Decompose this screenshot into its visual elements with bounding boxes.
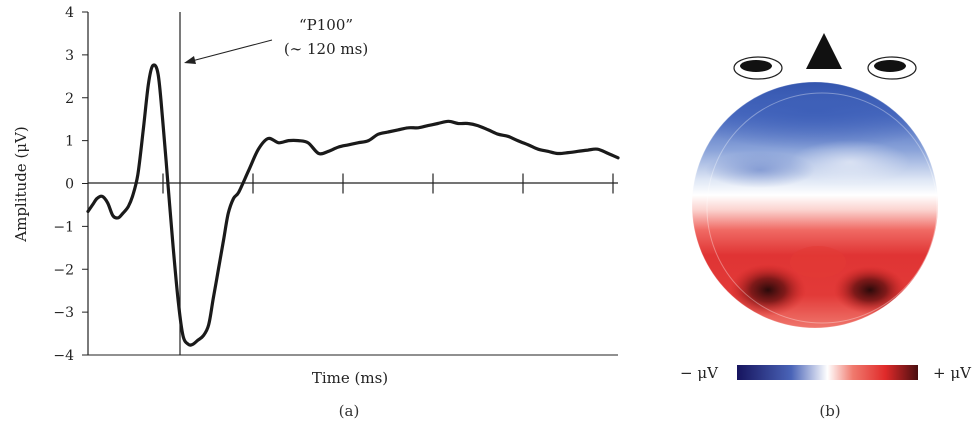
scalp-topography: − μV + μV (b) — [675, 33, 972, 420]
y-tick-label: 4 — [65, 5, 74, 21]
x-axis-title: Time (ms) — [312, 369, 388, 387]
y-tick-label: −1 — [53, 219, 74, 235]
erp-waveform-line — [88, 65, 618, 345]
y-ticks: −4 −3 −2 −1 0 1 2 3 4 — [53, 5, 88, 364]
y-tick-label: 3 — [65, 48, 74, 64]
annotation-label-p100: “P100” — [299, 16, 353, 34]
y-axis-title: Amplitude (μV) — [12, 126, 30, 242]
y-tick-label: 2 — [65, 91, 74, 107]
y-tick-label: 1 — [65, 134, 74, 150]
colorbar — [737, 365, 918, 380]
y-tick-label: −4 — [53, 348, 74, 364]
head-map — [675, 70, 955, 330]
annotation-label-latency: (∼ 120 ms) — [284, 40, 368, 58]
annotation-arrow — [188, 40, 272, 62]
y-tick-label: −2 — [53, 262, 74, 278]
panel-b-label: (b) — [819, 402, 840, 420]
left-eye-icon — [734, 57, 782, 79]
colorbar-positive-label: + μV — [933, 364, 972, 382]
y-tick-label: −3 — [53, 305, 74, 321]
right-eye-icon — [868, 57, 916, 79]
nose-icon — [806, 33, 842, 69]
annotation-arrowhead — [184, 56, 196, 64]
erp-line-chart: −4 −3 −2 −1 0 1 2 3 4 “P100” (∼ 120 ms) Amplitud… — [12, 5, 618, 420]
right-occipital-peak — [834, 266, 906, 314]
colorbar-negative-label: − μV — [680, 364, 719, 382]
y-tick-label: 0 — [65, 177, 74, 193]
panel-a-label: (a) — [339, 402, 360, 420]
